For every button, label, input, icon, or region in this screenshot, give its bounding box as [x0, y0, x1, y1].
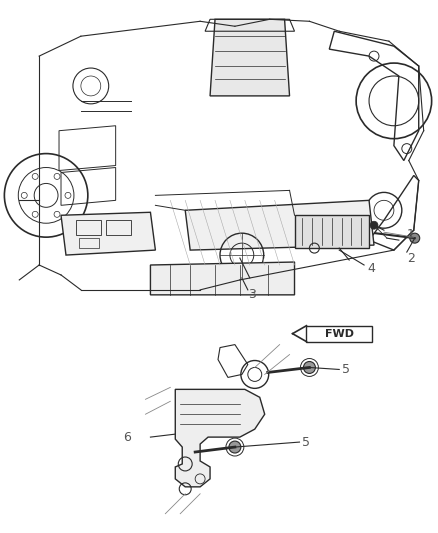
Circle shape — [410, 233, 420, 243]
Polygon shape — [150, 262, 294, 295]
Polygon shape — [61, 212, 155, 255]
Polygon shape — [175, 389, 265, 487]
Polygon shape — [185, 200, 374, 250]
Bar — [76, 220, 101, 235]
Text: 5: 5 — [342, 364, 350, 376]
Text: 3: 3 — [248, 288, 256, 301]
Circle shape — [229, 441, 241, 453]
Text: 5: 5 — [303, 436, 311, 449]
Text: 4: 4 — [367, 262, 375, 275]
Bar — [106, 220, 131, 235]
Text: 6: 6 — [123, 431, 131, 444]
Text: 2: 2 — [407, 252, 415, 265]
Text: 1: 1 — [407, 228, 415, 241]
Bar — [79, 238, 99, 248]
Polygon shape — [294, 215, 369, 248]
Polygon shape — [210, 19, 290, 96]
Circle shape — [304, 361, 315, 374]
Text: FWD: FWD — [325, 329, 354, 338]
Circle shape — [370, 221, 378, 229]
